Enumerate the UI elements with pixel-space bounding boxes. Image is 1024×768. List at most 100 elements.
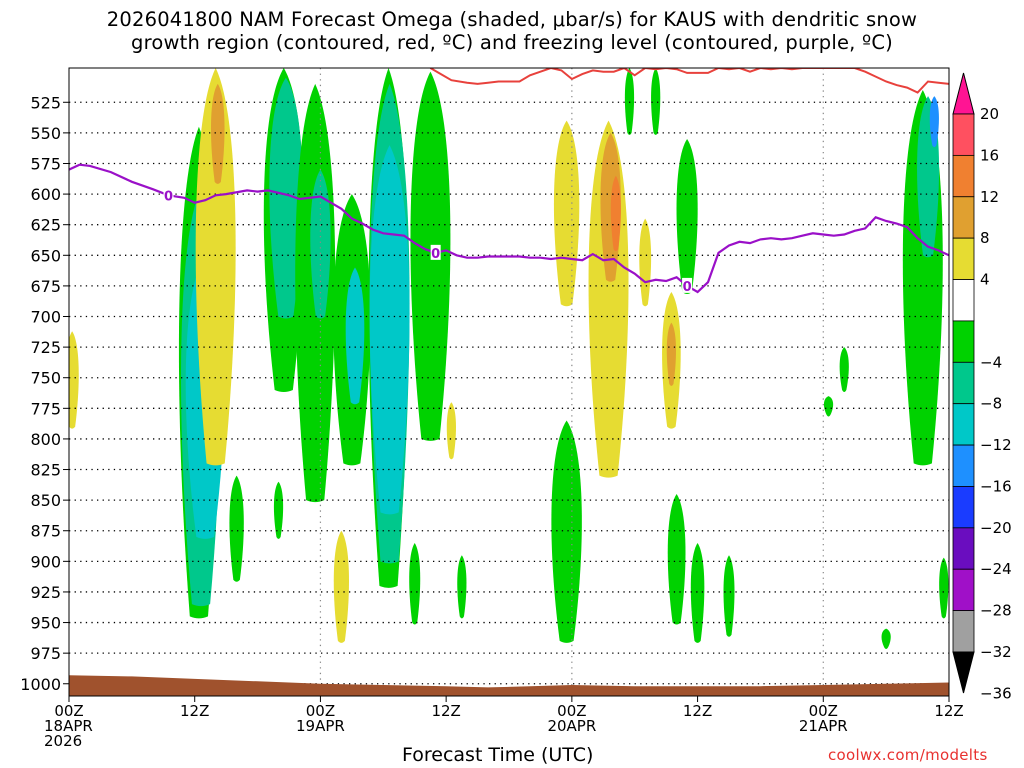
credit-link[interactable]: coolwx.com/modelts bbox=[828, 746, 988, 764]
y-tick-label-725: 725 bbox=[30, 338, 61, 357]
y-tick-label-600: 600 bbox=[30, 185, 61, 204]
colorbar-bin-8 bbox=[952, 444, 975, 487]
colorbar-bin-1 bbox=[952, 154, 975, 198]
y-tick-label-625: 625 bbox=[30, 216, 61, 235]
freezing-level-label-1: 0 bbox=[431, 247, 440, 262]
colorbar-max-arrow bbox=[952, 72, 975, 115]
colorbar-label-13: −36 bbox=[980, 684, 1012, 702]
colorbar-bin-3 bbox=[952, 237, 975, 280]
omega-region-22 bbox=[457, 555, 467, 619]
y-tick-label-1000: 1000 bbox=[20, 675, 61, 694]
omega-region-21 bbox=[446, 402, 456, 460]
colorbar-label-11: −28 bbox=[980, 602, 1012, 620]
omega-region-7 bbox=[273, 481, 284, 539]
colorbar: 20 16 12 8 4 −4 −8 −12 −16 −20 −24 −28 −32 −36 bbox=[952, 72, 1012, 702]
freezing-level-label-2: 0 bbox=[683, 280, 692, 295]
colorbar-min-arrow bbox=[952, 651, 975, 694]
terrain-fill bbox=[69, 675, 949, 696]
plot-frame bbox=[68, 67, 950, 697]
colorbar-bin-7 bbox=[952, 403, 975, 446]
omega-region-43 bbox=[939, 557, 949, 619]
colorbar-label-8: −16 bbox=[980, 477, 1012, 495]
y-tick-label-850: 850 bbox=[30, 491, 61, 510]
colorbar-bin-4 bbox=[952, 279, 975, 322]
colorbar-label-0: 20 bbox=[980, 105, 999, 123]
colorbar-label-9: −20 bbox=[980, 519, 1012, 537]
x-tick-label-24-0: 00Z bbox=[306, 702, 335, 720]
x-axis-label: Forecast Time (UTC) bbox=[402, 744, 594, 766]
omega-region-24 bbox=[551, 420, 582, 643]
colorbar-label-4: 4 bbox=[980, 271, 990, 289]
colorbar-label-6: −8 bbox=[980, 395, 1002, 413]
colorbar-label-3: 8 bbox=[980, 229, 990, 247]
y-tick-label-575: 575 bbox=[30, 154, 61, 173]
colorbar-bin-0 bbox=[952, 113, 975, 156]
contours: 0 0 0 bbox=[69, 68, 949, 295]
y-tick-label-550: 550 bbox=[30, 124, 61, 143]
omega-region-13 bbox=[345, 267, 365, 405]
x-tick-label-0-2: 2026 bbox=[44, 732, 82, 750]
x-tick-label-84-0: 12Z bbox=[934, 702, 963, 720]
y-tick-label-925: 925 bbox=[30, 583, 61, 602]
y-tick-label-900: 900 bbox=[30, 552, 61, 571]
y-tick-label-525: 525 bbox=[30, 93, 61, 112]
omega-region-39 bbox=[881, 628, 891, 650]
y-axis: 525 550 575 600 625 650 675 700 725 750 775 800 825 8… bbox=[20, 93, 69, 694]
x-tick-label-0-1: 18APR bbox=[44, 717, 93, 735]
omega-region-9 bbox=[269, 77, 303, 319]
omega-region-20 bbox=[410, 71, 451, 441]
y-tick-label-975: 975 bbox=[30, 644, 61, 663]
x-tick-label-60-0: 12Z bbox=[683, 702, 712, 720]
terrain bbox=[69, 675, 949, 696]
colorbar-bin-9 bbox=[952, 486, 975, 529]
colorbar-bin-5 bbox=[952, 320, 975, 363]
colorbar-label-7: −12 bbox=[980, 436, 1012, 454]
colorbar-bin-11 bbox=[952, 568, 975, 612]
colorbar-bin-10 bbox=[952, 527, 975, 570]
y-tick-label-650: 650 bbox=[30, 246, 61, 265]
colorbar-bin-2 bbox=[952, 196, 975, 239]
y-tick-label-675: 675 bbox=[30, 277, 61, 296]
omega-region-34 bbox=[676, 139, 698, 295]
omega-shading bbox=[69, 68, 949, 650]
omega-region-19 bbox=[409, 542, 421, 625]
omega-region-35 bbox=[690, 542, 705, 643]
omega-region-23 bbox=[553, 120, 580, 307]
colorbar-label-5: −4 bbox=[980, 353, 1002, 371]
omega-region-38 bbox=[839, 347, 849, 392]
omega-region-6 bbox=[229, 475, 244, 582]
colorbar-label-2: 12 bbox=[980, 188, 999, 206]
x-tick-label-36-0: 12Z bbox=[431, 702, 460, 720]
omega-region-42 bbox=[929, 96, 939, 148]
x-tick-label-48-1: 20APR bbox=[547, 717, 596, 735]
omega-region-36 bbox=[723, 555, 735, 637]
omega-region-18 bbox=[369, 145, 410, 515]
omega-region-32 bbox=[666, 322, 676, 386]
y-tick-label-950: 950 bbox=[30, 614, 61, 633]
omega-region-37 bbox=[823, 396, 834, 417]
x-tick-label-0-0: 00Z bbox=[54, 702, 83, 720]
omega-region-14 bbox=[333, 530, 350, 643]
omega-region-33 bbox=[667, 494, 686, 625]
freezing-level-label-bg-0 bbox=[163, 187, 174, 203]
y-tick-label-775: 775 bbox=[30, 399, 61, 418]
colorbar-label-12: −32 bbox=[980, 643, 1012, 661]
y-tick-label-800: 800 bbox=[30, 430, 61, 449]
y-tick-label-750: 750 bbox=[30, 369, 61, 388]
colorbar-bin-12 bbox=[952, 610, 975, 653]
omega-region-29 bbox=[639, 218, 652, 307]
chart-title: 2026041800 NAM Forecast Omega (shaded, μ… bbox=[0, 8, 1024, 54]
x-tick-label-12-0: 12Z bbox=[180, 702, 209, 720]
colorbar-label-10: −24 bbox=[980, 560, 1012, 578]
chart-title-line-1: 2026041800 NAM Forecast Omega (shaded, μ… bbox=[106, 8, 918, 31]
x-tick-label-24-1: 19APR bbox=[296, 717, 345, 735]
omega-region-30 bbox=[651, 68, 661, 135]
y-tick-label-825: 825 bbox=[30, 461, 61, 480]
freezing-level-label-bg-2 bbox=[682, 277, 693, 293]
x-tick-label-72-0: 00Z bbox=[809, 702, 838, 720]
freezing-level-line bbox=[69, 163, 949, 294]
colorbar-label-1: 16 bbox=[980, 146, 999, 164]
colorbar-bin-6 bbox=[952, 361, 975, 405]
